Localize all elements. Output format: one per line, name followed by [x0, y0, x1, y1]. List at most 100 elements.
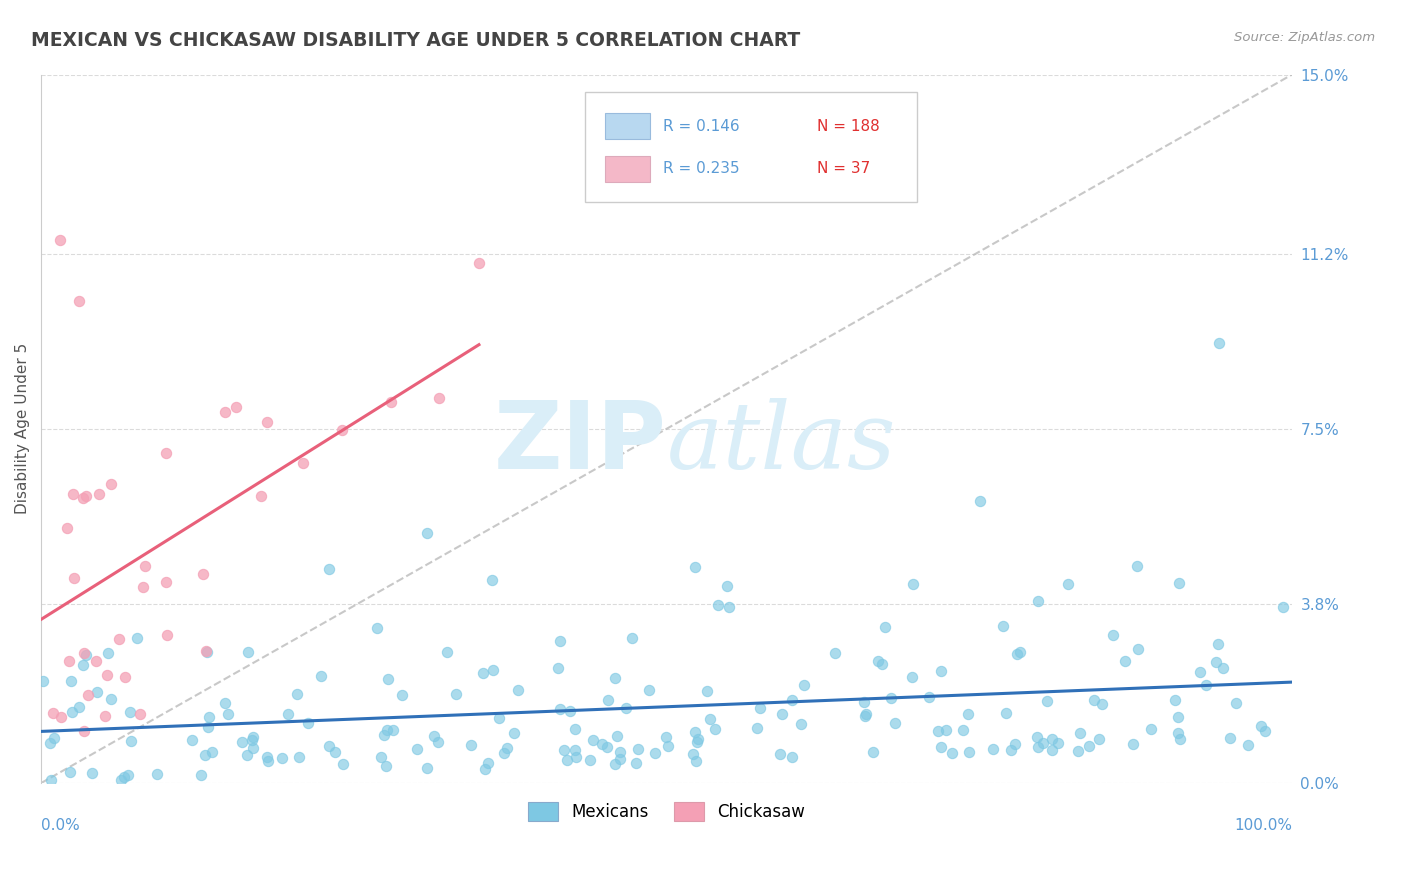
Point — [41, 772, 63, 787]
Point — [62, 487, 84, 501]
Point — [42, 706, 65, 720]
Point — [323, 745, 346, 759]
Point — [108, 632, 131, 646]
Point — [114, 670, 136, 684]
Point — [1035, 694, 1057, 708]
Point — [131, 580, 153, 594]
Legend: Mexicans, Chickasaw: Mexicans, Chickasaw — [522, 796, 811, 828]
Point — [547, 661, 569, 675]
Point — [97, 646, 120, 660]
Point — [197, 720, 219, 734]
Point — [782, 693, 804, 707]
Point — [1170, 731, 1192, 746]
Point — [373, 728, 395, 742]
Point — [1000, 743, 1022, 757]
Point — [927, 723, 949, 738]
Point — [44, 731, 66, 745]
Point — [332, 757, 354, 772]
Point — [790, 717, 813, 731]
Point — [195, 645, 218, 659]
Point — [1189, 665, 1212, 679]
Point — [1206, 637, 1229, 651]
Point — [872, 657, 894, 672]
Point — [685, 754, 707, 768]
Point — [716, 579, 738, 593]
Point — [75, 489, 97, 503]
Point — [288, 750, 311, 764]
Point — [471, 666, 494, 681]
Point — [423, 729, 446, 743]
Point — [80, 766, 103, 780]
Point — [63, 571, 86, 585]
Point — [94, 709, 117, 723]
Point — [96, 668, 118, 682]
Point — [382, 723, 405, 738]
Point — [1004, 737, 1026, 751]
Point — [436, 645, 458, 659]
Point — [117, 768, 139, 782]
Point — [1102, 628, 1125, 642]
Point — [929, 739, 952, 754]
Point — [564, 722, 586, 736]
Point — [901, 576, 924, 591]
Point — [84, 654, 107, 668]
Point — [1140, 723, 1163, 737]
Point — [60, 673, 83, 688]
Point — [1253, 724, 1275, 739]
Point — [488, 711, 510, 725]
Point — [969, 494, 991, 508]
Point — [1040, 743, 1063, 757]
Point — [100, 477, 122, 491]
Point — [1066, 744, 1088, 758]
Point — [32, 673, 55, 688]
Point — [696, 684, 718, 698]
Point — [1083, 692, 1105, 706]
Point — [1005, 647, 1028, 661]
Point — [380, 394, 402, 409]
Point — [555, 753, 578, 767]
Point — [1167, 710, 1189, 724]
Point — [853, 709, 876, 723]
Point — [181, 732, 204, 747]
Point — [468, 256, 491, 270]
Point — [1126, 641, 1149, 656]
FancyBboxPatch shape — [606, 113, 651, 139]
Point — [39, 735, 62, 749]
Point — [747, 721, 769, 735]
Point — [214, 696, 236, 710]
Text: N = 188: N = 188 — [817, 119, 880, 134]
Point — [155, 575, 177, 590]
Point — [578, 753, 600, 767]
Point — [155, 446, 177, 460]
Point — [1208, 335, 1230, 350]
Point — [1237, 738, 1260, 752]
Point — [603, 757, 626, 772]
Point — [112, 770, 135, 784]
Text: 100.0%: 100.0% — [1234, 819, 1292, 833]
Point — [120, 734, 142, 748]
Point — [868, 654, 890, 668]
Point — [110, 773, 132, 788]
Point — [995, 706, 1018, 721]
Point — [1008, 644, 1031, 658]
Point — [609, 751, 631, 765]
Point — [707, 598, 730, 612]
Point — [67, 294, 90, 309]
Point — [875, 620, 897, 634]
Point — [596, 739, 619, 754]
Point — [242, 740, 264, 755]
Point — [370, 750, 392, 764]
Point — [620, 631, 643, 645]
Point — [256, 415, 278, 429]
Point — [855, 707, 877, 722]
Point — [686, 732, 709, 747]
Point — [657, 739, 679, 753]
Point — [957, 707, 980, 722]
Point — [1026, 594, 1049, 608]
Point — [565, 750, 588, 764]
Point — [318, 739, 340, 754]
Point — [626, 756, 648, 770]
Point — [297, 715, 319, 730]
Point — [67, 699, 90, 714]
Point — [330, 423, 353, 437]
